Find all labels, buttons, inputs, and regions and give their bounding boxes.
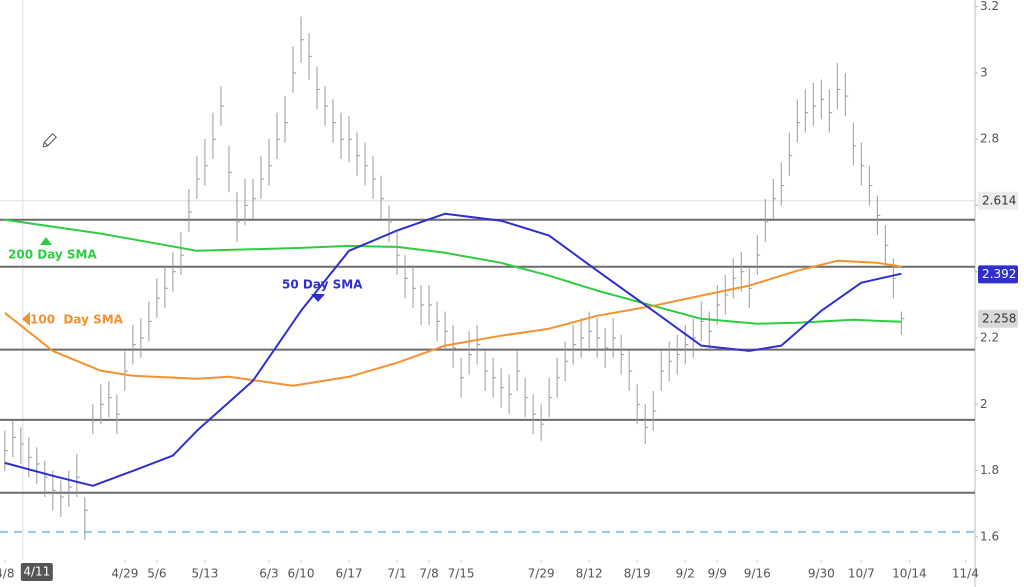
series-marker <box>40 237 52 245</box>
sma-line <box>4 259 902 387</box>
x-tick-label: 7/15 <box>448 567 475 581</box>
price-tag <box>978 309 1018 328</box>
x-tick-label: 4/11 <box>23 565 50 579</box>
x-tick-label: 7/29 <box>528 567 555 581</box>
sma-line <box>4 218 902 325</box>
x-tick-label: 9/30 <box>808 567 835 581</box>
series-marker <box>311 294 325 302</box>
x-tick-label: 9/2 <box>676 567 695 581</box>
series-label: 200 Day SMA <box>8 248 98 262</box>
x-tick-label: 7/1 <box>387 567 406 581</box>
price-tag-label: 2.614 <box>982 193 1016 207</box>
series-label: 50 Day SMA <box>282 278 363 292</box>
y-tick-label: 3 <box>980 65 988 79</box>
x-tick-label: 9/9 <box>708 567 727 581</box>
y-tick-label: 2 <box>980 397 988 411</box>
y-tick-label: 3.2 <box>980 0 999 13</box>
x-tick-label: 5/13 <box>191 567 218 581</box>
x-tick-label: 8/12 <box>576 567 603 581</box>
x-tick-label: 6/17 <box>336 567 363 581</box>
y-tick-label: 2.8 <box>980 132 999 146</box>
price-tag-label: 2.392 <box>982 267 1016 281</box>
x-tick-label: 7/8 <box>419 567 438 581</box>
sma-line <box>4 212 902 487</box>
series-label: 100 Day SMA <box>30 313 124 327</box>
y-tick-label: 2.2 <box>980 330 999 344</box>
y-tick-label: 1.8 <box>980 463 999 477</box>
x-tick-label: 5/6 <box>147 567 166 581</box>
x-tick-label: 6/10 <box>288 567 315 581</box>
x-tick-label: 10/14 <box>892 567 927 581</box>
x-tick-label: 11/4 <box>952 567 979 581</box>
x-tick-label: 8/19 <box>624 567 651 581</box>
price-tag <box>978 265 1018 284</box>
x-tick-label: 4/29 <box>111 567 138 581</box>
series-marker <box>22 312 30 326</box>
pencil-icon <box>42 133 57 148</box>
x-tick-label: 10/7 <box>848 567 875 581</box>
price-tag-label: 2.258 <box>982 311 1016 325</box>
x-tick-label: 6/3 <box>259 567 278 581</box>
x-tick-highlight <box>20 563 53 581</box>
y-tick-label: 1.6 <box>980 529 999 543</box>
x-tick-label: 9/16 <box>744 567 771 581</box>
price-tag <box>978 191 1018 210</box>
x-tick-label: 4/8 <box>0 567 14 581</box>
